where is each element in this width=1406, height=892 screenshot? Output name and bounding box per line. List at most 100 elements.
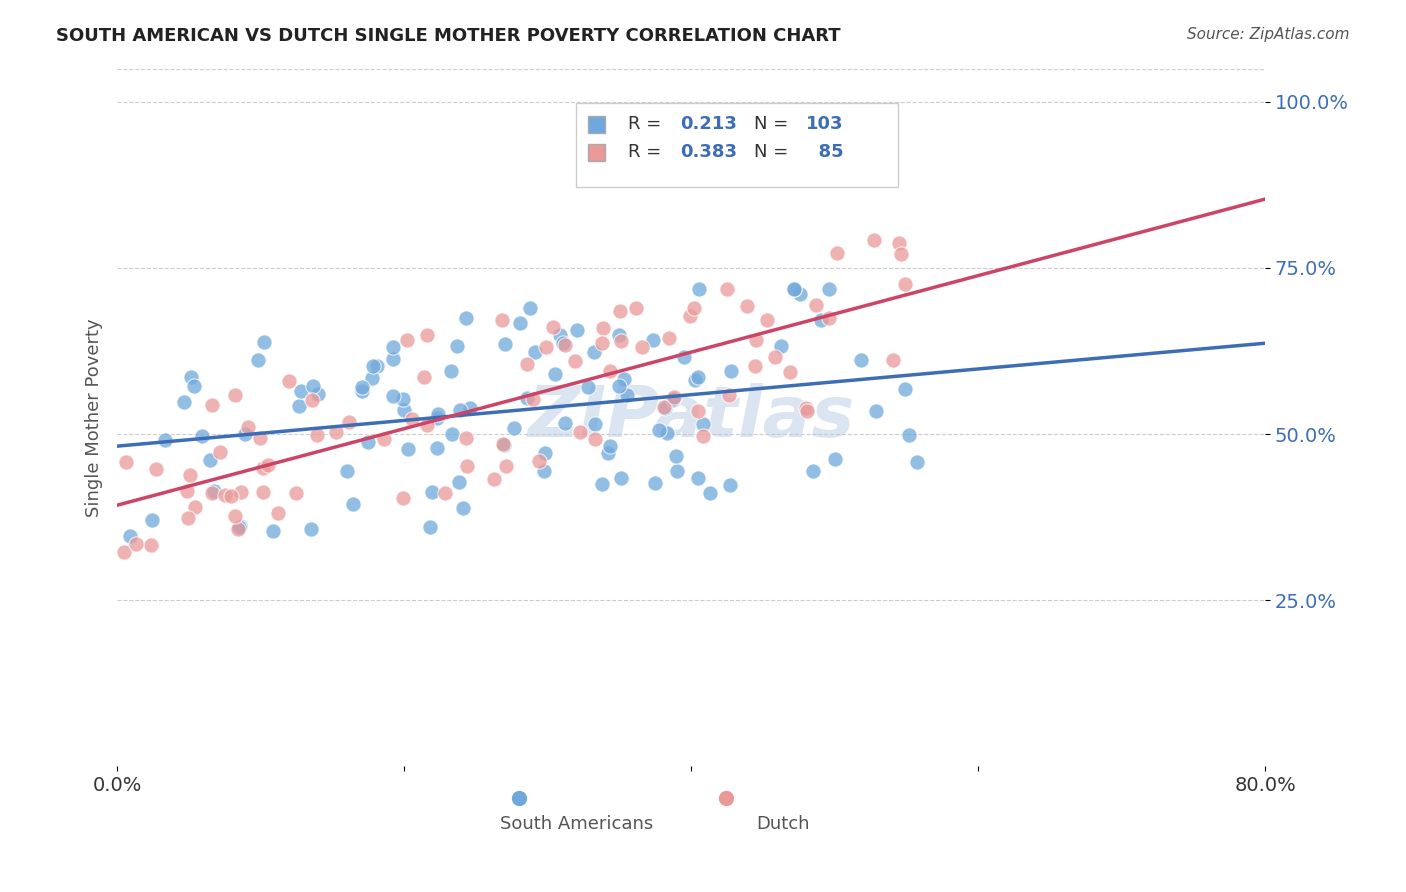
Bar (588, 116, 605, 133)
South Americans (381, 340, 404, 354)
Dutch (863, 233, 886, 247)
South Americans (648, 423, 671, 437)
South Americans (228, 519, 250, 533)
South Americans (307, 387, 329, 401)
Dutch (534, 340, 557, 354)
South Americans (191, 429, 214, 443)
South Americans (233, 426, 256, 441)
Dutch (516, 357, 538, 371)
South Americans (247, 353, 270, 368)
South Americans (720, 364, 742, 378)
South Americans (607, 379, 630, 393)
Dutch (392, 491, 415, 506)
South Americans (153, 433, 176, 447)
South Americans (350, 384, 373, 398)
South Americans (363, 359, 385, 373)
Dutch (658, 331, 681, 345)
South Americans (665, 464, 688, 478)
South Americans (591, 476, 613, 491)
South Americans (357, 434, 380, 449)
South Americans (718, 477, 741, 491)
South Americans (789, 287, 811, 301)
South Americans (782, 282, 804, 296)
Dutch (568, 425, 591, 439)
Dutch (209, 445, 232, 459)
South Americans (446, 339, 468, 353)
Dutch (610, 334, 633, 348)
Dutch (373, 432, 395, 446)
South Americans (665, 449, 688, 463)
Dutch (765, 350, 787, 364)
South Americans (662, 393, 685, 408)
Dutch (285, 485, 308, 500)
Dutch (894, 277, 917, 291)
Dutch (717, 388, 740, 402)
Dutch (456, 459, 478, 474)
South Americans (554, 416, 576, 430)
Dutch (456, 431, 478, 445)
South Americans (396, 442, 419, 456)
Dutch (224, 388, 246, 402)
Dutch (735, 299, 758, 313)
Y-axis label: Single Mother Poverty: Single Mother Poverty (86, 318, 103, 516)
Dutch (804, 298, 827, 312)
Dutch (141, 538, 163, 552)
Dutch (818, 311, 841, 326)
Dutch (683, 301, 706, 316)
Text: N =: N = (754, 115, 794, 133)
South Americans (202, 483, 225, 498)
Dutch (591, 336, 613, 351)
South Americans (686, 370, 709, 384)
South Americans (173, 394, 195, 409)
Text: Dutch: Dutch (756, 815, 810, 833)
South Americans (299, 522, 322, 536)
South Americans (502, 421, 524, 435)
South Americans (607, 327, 630, 342)
South Americans (644, 475, 666, 490)
South Americans (616, 388, 638, 402)
Dutch (252, 484, 274, 499)
Dutch (416, 418, 439, 433)
South Americans (453, 500, 475, 515)
Bar (576, 103, 898, 187)
South Americans (849, 352, 872, 367)
Text: ZIPatlas: ZIPatlas (527, 383, 855, 452)
Dutch (176, 483, 198, 498)
Dutch (796, 403, 818, 417)
Dutch (115, 455, 138, 469)
South Americans (516, 391, 538, 405)
Text: R =: R = (628, 115, 666, 133)
South Americans (810, 313, 832, 327)
South Americans (533, 464, 555, 478)
Dutch (221, 489, 243, 503)
South Americans (610, 471, 633, 485)
Bar (588, 144, 605, 161)
South Americans (120, 529, 142, 543)
Dutch (609, 303, 631, 318)
Dutch (543, 319, 565, 334)
South Americans (598, 445, 620, 459)
Dutch (413, 370, 436, 384)
South Americans (381, 352, 404, 367)
Dutch (214, 488, 236, 502)
South Americans (567, 323, 589, 337)
South Americans (492, 438, 515, 452)
South Americans (817, 282, 839, 296)
Dutch (145, 462, 167, 476)
Dutch (631, 340, 654, 354)
Dutch (745, 333, 768, 347)
Dutch (252, 460, 274, 475)
Dutch (416, 327, 439, 342)
Dutch (307, 427, 329, 442)
South Americans (336, 464, 359, 478)
Dutch (401, 412, 423, 426)
Dutch (599, 364, 621, 378)
South Americans (770, 339, 793, 353)
South Americans (641, 333, 664, 347)
South Americans (672, 351, 695, 365)
Dutch (301, 392, 323, 407)
South Americans (494, 336, 516, 351)
South Americans (898, 427, 921, 442)
Text: SOUTH AMERICAN VS DUTCH SINGLE MOTHER POVERTY CORRELATION CHART: SOUTH AMERICAN VS DUTCH SINGLE MOTHER PO… (56, 27, 841, 45)
Dutch (664, 390, 686, 404)
